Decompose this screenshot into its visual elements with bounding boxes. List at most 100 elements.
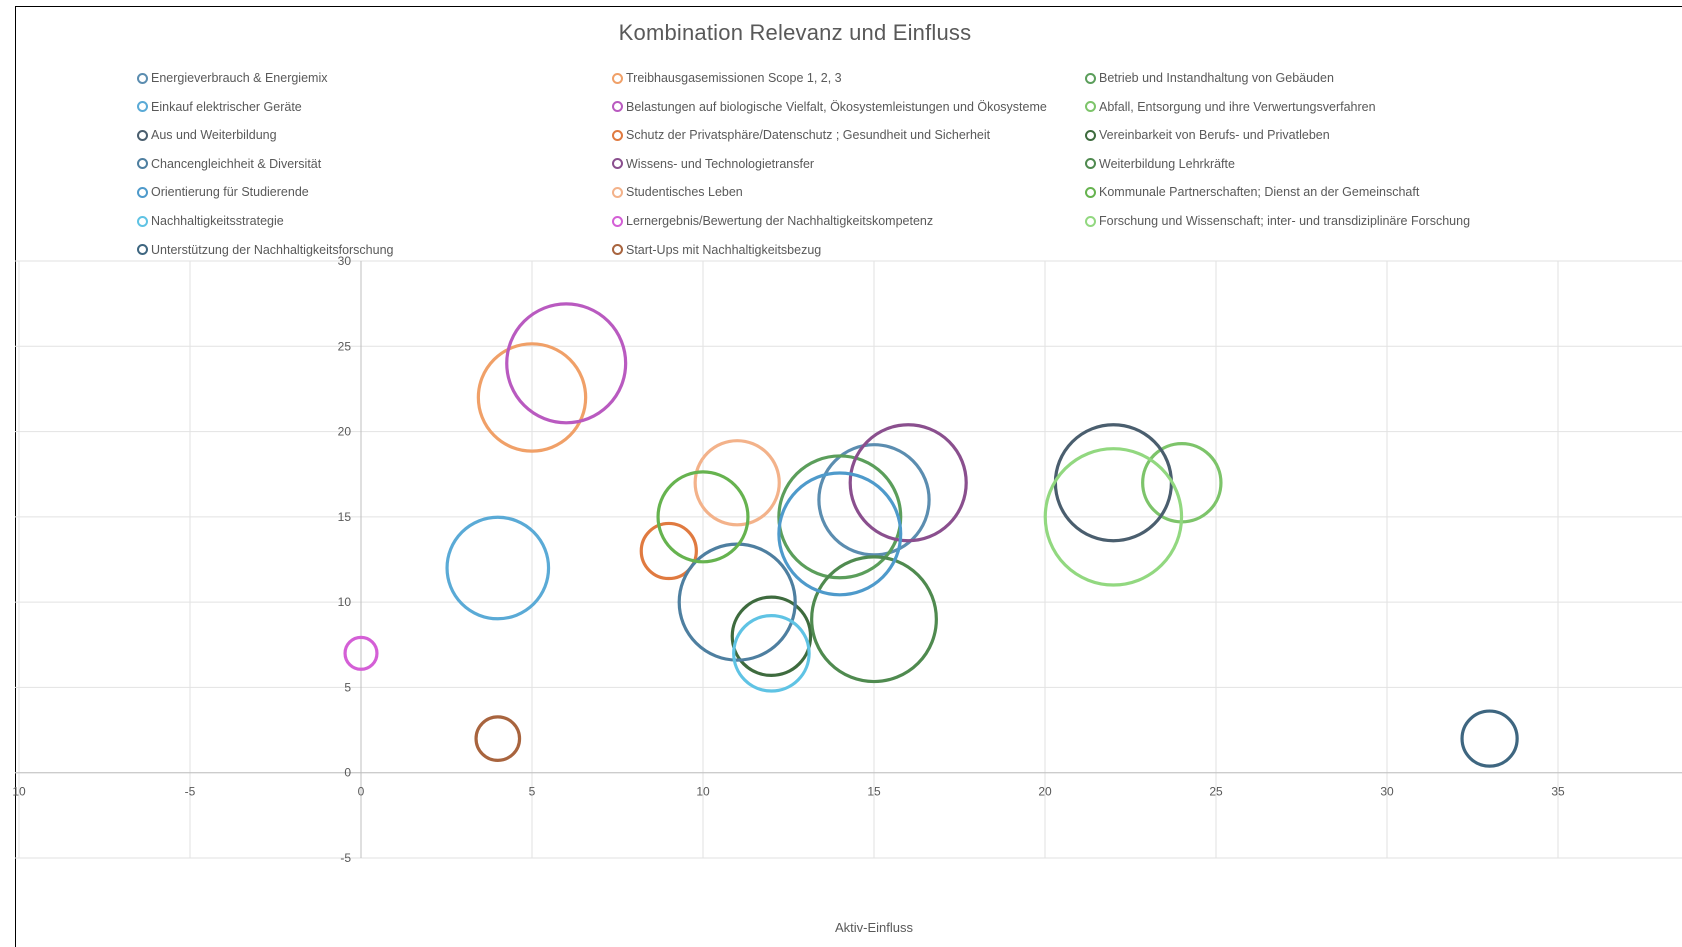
bubble xyxy=(343,635,379,671)
legend-label: Orientierung für Studierende xyxy=(151,185,309,200)
bubble xyxy=(810,555,938,684)
legend-entry: Betrieb und Instandhaltung von Gebäuden xyxy=(1085,69,1334,87)
bubble xyxy=(693,439,781,527)
legend-label: Vereinbarkeit von Berufs- und Privatlebe… xyxy=(1099,128,1330,143)
legend-label: Forschung und Wissenschaft; inter- und t… xyxy=(1099,214,1471,228)
legend-marker xyxy=(612,72,623,84)
legend-label: Abfall, Entsorgung und ihre Verwertungsv… xyxy=(1099,99,1376,114)
legend-marker xyxy=(137,72,148,84)
legend-entry: Treibhausgasemissionen Scope 1, 2, 3 xyxy=(612,69,842,87)
legend-marker xyxy=(137,129,148,141)
x-tick-label: 10 xyxy=(696,785,710,799)
x-axis-title: Aktiv-Einfluss xyxy=(835,920,914,935)
y-tick-label: -5 xyxy=(340,851,351,865)
legend-entry: Energieverbrauch & Energiemix xyxy=(137,69,327,87)
legend-label: Chancengleichheit & Diversität xyxy=(151,156,322,171)
bubble xyxy=(656,470,750,564)
legend-label: Energieverbrauch & Energiemix xyxy=(151,71,328,85)
legend-label: Kommunale Partnerschaften; Dienst an der… xyxy=(1099,185,1420,200)
bubble xyxy=(1043,447,1184,587)
grid-lines xyxy=(15,260,1682,859)
legend-label: Belastungen auf biologische Vielfalt, Ök… xyxy=(626,99,1047,114)
y-tick-label: 0 xyxy=(344,766,351,780)
legend-marker xyxy=(137,158,148,170)
legend-label: Weiterbildung Lehrkräfte xyxy=(1099,156,1235,171)
legend-marker xyxy=(1085,158,1096,170)
legend-label: Treibhausgasemissionen Scope 1, 2, 3 xyxy=(626,71,842,85)
bubble xyxy=(505,302,628,425)
bubble xyxy=(730,595,813,678)
x-tick-label: 10 xyxy=(12,785,26,799)
legend-marker xyxy=(612,215,623,227)
legend-entry: Abfall, Entsorgung und ihre Verwertungsv… xyxy=(1085,98,1376,116)
x-tick-label: 25 xyxy=(1209,785,1223,799)
legend-label: Unterstützung der Nachhaltigkeitsforschu… xyxy=(151,242,394,257)
bubble xyxy=(474,715,522,762)
chart-frame xyxy=(15,6,1682,947)
chart-title: Kombination Relevanz und Einfluss xyxy=(618,20,972,45)
legend-entry: Orientierung für Studierende xyxy=(137,183,309,201)
x-tick-label: -5 xyxy=(185,785,196,799)
legend-marker xyxy=(137,244,148,256)
legend-label: Studentisches Leben xyxy=(626,185,743,200)
legend: Energieverbrauch & Energiemix Treibhausga… xyxy=(0,0,1682,260)
legend-entry: Forschung und Wissenschaft; inter- und t… xyxy=(1085,212,1470,230)
x-tick-label: 35 xyxy=(1551,785,1565,799)
y-tick-label: 20 xyxy=(338,425,352,439)
legend-entry: Vereinbarkeit von Berufs- und Privatlebe… xyxy=(1085,126,1330,144)
legend-label: Einkauf elektrischer Geräte xyxy=(151,99,302,114)
tick-labels: -5 0 5 10 15 20 25 30 10 -5 0 5 10 15 20 25 30 35 xyxy=(12,254,1565,865)
legend-marker xyxy=(137,215,148,227)
x-tick-label: 0 xyxy=(358,785,365,799)
y-tick-label: 10 xyxy=(338,595,352,609)
legend-marker xyxy=(137,101,148,113)
bubble xyxy=(1460,709,1519,768)
bubbles xyxy=(343,302,1519,768)
bubble xyxy=(445,515,551,621)
legend-label: Schutz der Privatsphäre/Datenschutz ; Ge… xyxy=(626,128,991,143)
legend-entry: Schutz der Privatsphäre/Datenschutz ; Ge… xyxy=(612,126,990,144)
y-tick-label: 15 xyxy=(338,510,352,524)
legend-label: Lernergebnis/Bewertung der Nachhaltigkei… xyxy=(626,214,934,228)
y-tick-label: 25 xyxy=(338,339,352,353)
legend-label: Betrieb und Instandhaltung von Gebäuden xyxy=(1099,71,1334,85)
x-tick-label: 15 xyxy=(867,785,881,799)
legend-entry: Lernergebnis/Bewertung der Nachhaltigkei… xyxy=(612,212,933,230)
legend-entry: Belastungen auf biologische Vielfalt, Ök… xyxy=(612,98,1047,116)
bubble xyxy=(777,454,903,580)
legend-label: Start-Ups mit Nachhaltigkeitsbezug xyxy=(626,242,822,257)
legend-marker xyxy=(1085,72,1096,84)
y-tick-label: 30 xyxy=(338,254,352,268)
legend-marker xyxy=(137,186,148,198)
legend-entry: Unterstützung der Nachhaltigkeitsforschu… xyxy=(137,241,394,259)
legend-marker xyxy=(612,186,623,198)
bubble xyxy=(777,471,903,597)
bubble xyxy=(639,521,698,581)
legend-entry: Start-Ups mit Nachhaltigkeitsbezug xyxy=(612,241,821,259)
legend-entry: Kommunale Partnerschaften; Dienst an der… xyxy=(1085,183,1419,201)
legend-marker xyxy=(612,244,623,256)
bubble xyxy=(817,443,931,557)
legend-entry: Wissens- und Technologietransfer xyxy=(612,155,814,173)
legend-marker xyxy=(1085,186,1096,198)
legend-marker xyxy=(612,129,623,141)
legend-marker xyxy=(1085,129,1096,141)
legend-marker xyxy=(1085,101,1096,113)
legend-marker xyxy=(1085,215,1096,227)
legend-entry: Studentisches Leben xyxy=(612,183,743,201)
bubble xyxy=(476,342,588,453)
axes xyxy=(15,261,1682,858)
bubble xyxy=(732,614,811,693)
y-tick-label: 5 xyxy=(344,680,351,694)
bubble xyxy=(848,423,968,543)
legend-marker xyxy=(612,101,623,113)
legend-entry: Nachhaltigkeitsstrategie xyxy=(137,212,284,230)
legend-label: Nachhaltigkeitsstrategie xyxy=(151,214,284,228)
legend-label: Aus und Weiterbildung xyxy=(151,128,277,143)
bubble xyxy=(1053,423,1174,543)
x-tick-label: 20 xyxy=(1038,785,1052,799)
x-tick-label: 5 xyxy=(529,785,536,799)
legend-label: Wissens- und Technologietransfer xyxy=(626,156,815,171)
legend-entry: Weiterbildung Lehrkräfte xyxy=(1085,155,1235,173)
